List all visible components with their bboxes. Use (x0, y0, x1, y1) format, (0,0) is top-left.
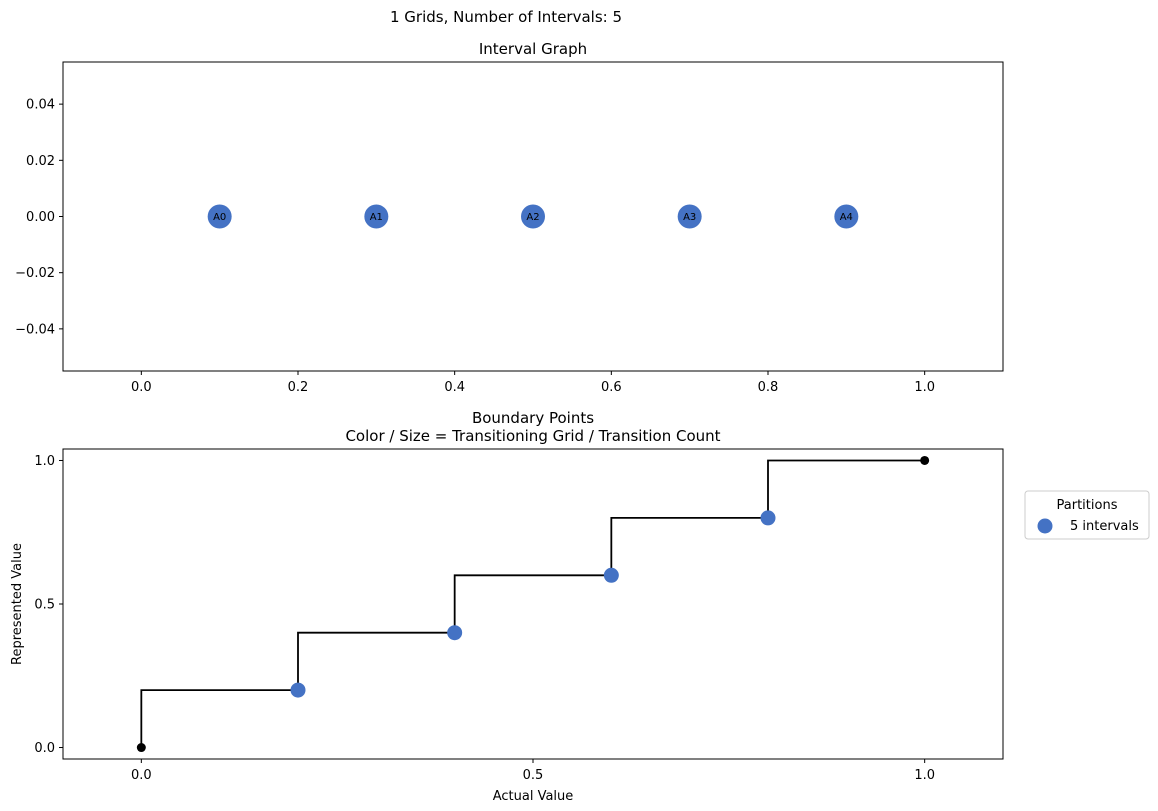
interval-graph-axes: Interval Graph 0.0 0.2 0.4 0.6 0.8 1.0 0.04 0.02… (15, 40, 1004, 395)
node-a0 (207, 204, 232, 229)
interval-graph-title: Interval Graph (479, 40, 587, 58)
interval-graph-xtick-label: 0.4 (444, 380, 465, 395)
interval-graph-ytick-label: −0.04 (15, 322, 55, 337)
boundary-point (447, 625, 463, 641)
interval-graph-ytick-label: 0.02 (26, 154, 55, 169)
boundary-point (290, 682, 306, 698)
interval-graph-xtick-label: 0.2 (288, 380, 309, 395)
node-a3 (677, 204, 702, 229)
boundary-point (603, 567, 619, 583)
node-label: A1 (370, 212, 383, 223)
node-a1 (364, 204, 389, 229)
interval-graph-xtick-label: 0.6 (601, 380, 622, 395)
legend-entry-label: 5 intervals (1070, 519, 1139, 534)
interval-graph-xtick-label: 0.0 (131, 380, 152, 395)
interval-graph-xtick-label: 1.0 (914, 380, 935, 395)
node-a4 (834, 204, 859, 229)
node-label: A3 (683, 212, 696, 223)
boundary-point (760, 510, 776, 526)
interval-graph-ytick-label: −0.02 (15, 266, 55, 281)
x-axis-label: Actual Value (493, 789, 574, 804)
node-label: A4 (840, 212, 853, 223)
partitions-legend: Partitions 5 intervals (1024, 490, 1150, 540)
boundary-points-title-line: Color / Size = Transitioning Grid / Tran… (345, 427, 720, 445)
interval-graph-xtick-label: 0.8 (758, 380, 779, 395)
boundary-points-xtick-label: 1.0 (914, 768, 935, 783)
figure-suptitle: 1 Grids, Number of Intervals: 5 (390, 8, 622, 26)
axes-frame (62, 448, 1004, 760)
endpoint-marker (920, 455, 930, 465)
legend-box (1024, 490, 1150, 540)
node-label: A0 (213, 212, 226, 223)
node-a2 (521, 204, 545, 229)
endpoint-marker (136, 743, 146, 753)
boundary-points-xtick-label: 0.0 (131, 768, 152, 783)
legend-title: Partitions (1057, 498, 1118, 513)
boundary-points-ytick-label: 0.0 (34, 741, 55, 756)
step-line (140, 459, 925, 748)
legend-marker (1037, 518, 1053, 534)
interval-graph-ytick-label: 0.00 (26, 210, 55, 225)
boundary-points-ytick-label: 1.0 (34, 454, 55, 469)
node-label: A2 (526, 212, 539, 223)
boundary-points-ytick-label: 0.5 (34, 598, 55, 613)
boundary-points-xtick-label: 0.5 (523, 768, 544, 783)
y-axis-label: Represented Value (10, 543, 25, 665)
boundary-points-title-line: Boundary Points (472, 409, 594, 427)
interval-graph-ytick-label: 0.04 (26, 98, 55, 113)
